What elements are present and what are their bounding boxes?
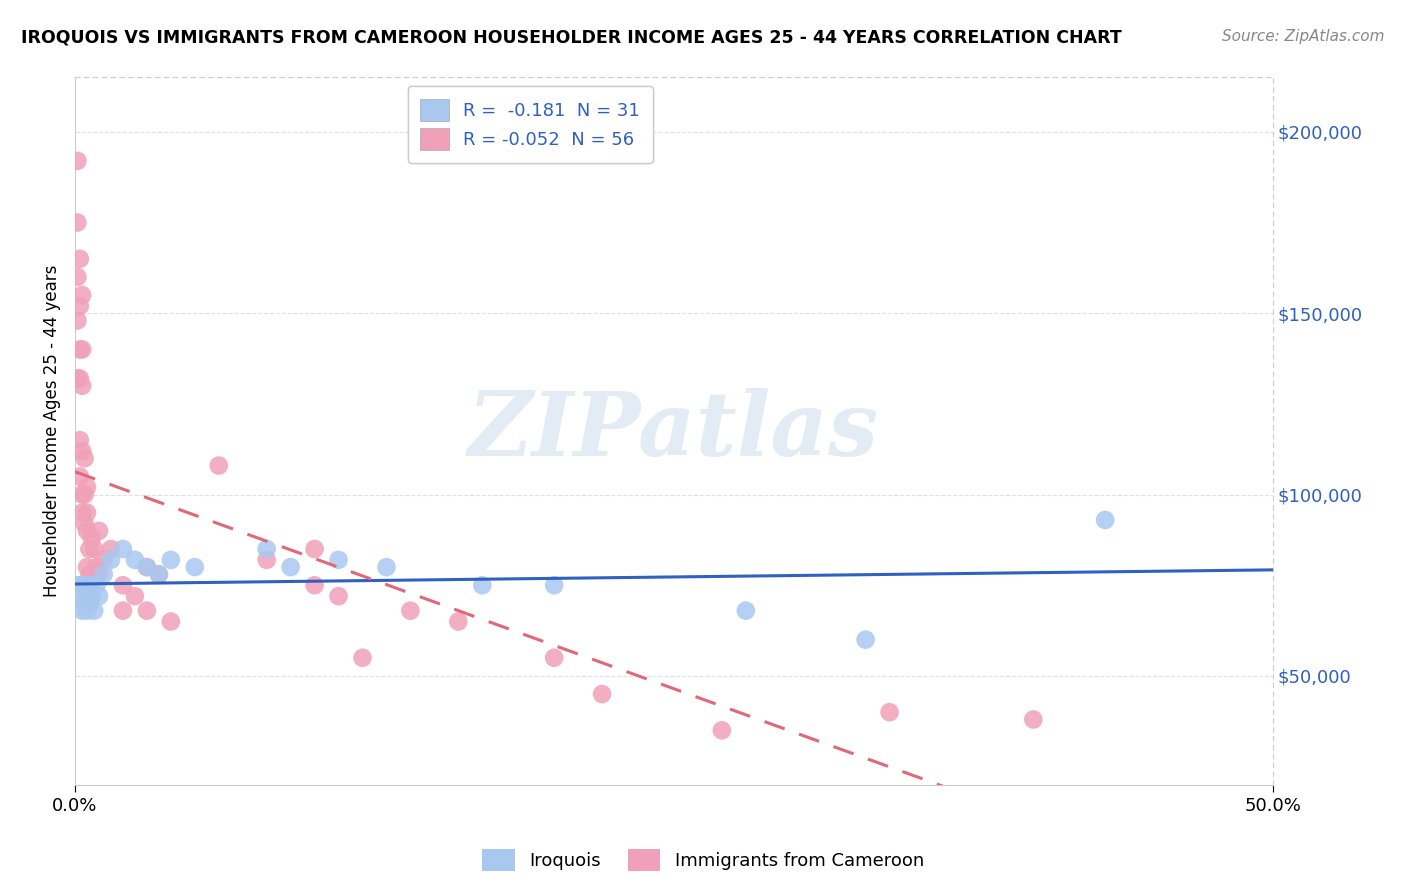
Point: [111, 604, 134, 618]
Point: [375, 560, 398, 574]
Point: [87, 567, 110, 582]
Point: [73, 578, 96, 592]
Point: [93, 567, 115, 582]
Point: [69, 433, 91, 447]
Point: [79, 578, 101, 592]
Legend: Iroquois, Immigrants from Cameroon: Iroquois, Immigrants from Cameroon: [475, 842, 931, 879]
Point: [80, 578, 103, 592]
Point: [280, 560, 302, 574]
Point: [70, 343, 93, 357]
Y-axis label: Householder Income Ages 25 - 44 years: Householder Income Ages 25 - 44 years: [44, 265, 60, 598]
Point: [83, 541, 105, 556]
Point: [69, 343, 91, 357]
Point: [79, 596, 101, 610]
Point: [160, 553, 183, 567]
Text: Source: ZipAtlas.com: Source: ZipAtlas.com: [1222, 29, 1385, 44]
Point: [76, 560, 98, 574]
Point: [256, 541, 278, 556]
Point: [70, 506, 93, 520]
Point: [471, 578, 494, 592]
Point: [70, 444, 93, 458]
Point: [135, 604, 157, 618]
Point: [93, 553, 115, 567]
Point: [328, 589, 350, 603]
Point: [79, 596, 101, 610]
Point: [70, 589, 93, 603]
Point: [70, 378, 93, 392]
Point: [76, 589, 98, 603]
Point: [66, 153, 89, 168]
Point: [86, 578, 108, 592]
Point: [69, 578, 91, 592]
Point: [184, 560, 207, 574]
Point: [160, 615, 183, 629]
Point: [79, 541, 101, 556]
Point: [73, 596, 96, 610]
Point: [70, 487, 93, 501]
Point: [100, 553, 122, 567]
Point: [399, 604, 422, 618]
Point: [734, 604, 756, 618]
Point: [855, 632, 877, 647]
Point: [69, 371, 91, 385]
Point: [1094, 513, 1116, 527]
Point: [124, 553, 146, 567]
Point: [543, 578, 565, 592]
Point: [70, 288, 93, 302]
Point: [591, 687, 613, 701]
Point: [100, 541, 122, 556]
Point: [69, 299, 91, 313]
Point: [69, 252, 91, 266]
Point: [304, 541, 326, 556]
Point: [710, 723, 733, 738]
Point: [79, 567, 101, 582]
Point: [69, 469, 91, 483]
Point: [148, 567, 170, 582]
Point: [87, 524, 110, 538]
Legend: R =  -0.181  N = 31, R = -0.052  N = 56: R = -0.181 N = 31, R = -0.052 N = 56: [408, 87, 652, 163]
Point: [76, 480, 98, 494]
Point: [80, 589, 103, 603]
Point: [73, 516, 96, 531]
Point: [66, 371, 89, 385]
Point: [256, 553, 278, 567]
Point: [543, 650, 565, 665]
Point: [73, 451, 96, 466]
Point: [80, 531, 103, 545]
Point: [111, 578, 134, 592]
Point: [87, 589, 110, 603]
Point: [352, 650, 374, 665]
Point: [208, 458, 231, 473]
Point: [66, 313, 89, 327]
Point: [66, 215, 89, 229]
Point: [83, 604, 105, 618]
Point: [447, 615, 470, 629]
Text: IROQUOIS VS IMMIGRANTS FROM CAMEROON HOUSEHOLDER INCOME AGES 25 - 44 YEARS CORRE: IROQUOIS VS IMMIGRANTS FROM CAMEROON HOU…: [21, 29, 1122, 46]
Point: [70, 604, 93, 618]
Point: [86, 560, 108, 574]
Point: [76, 524, 98, 538]
Point: [66, 269, 89, 284]
Point: [135, 560, 157, 574]
Point: [111, 541, 134, 556]
Point: [1022, 713, 1045, 727]
Point: [76, 506, 98, 520]
Point: [304, 578, 326, 592]
Point: [328, 553, 350, 567]
Point: [135, 560, 157, 574]
Point: [76, 589, 98, 603]
Point: [76, 604, 98, 618]
Point: [66, 578, 89, 592]
Point: [879, 705, 901, 719]
Point: [73, 487, 96, 501]
Text: ZIPatlas: ZIPatlas: [468, 388, 879, 475]
Point: [148, 567, 170, 582]
Point: [124, 589, 146, 603]
